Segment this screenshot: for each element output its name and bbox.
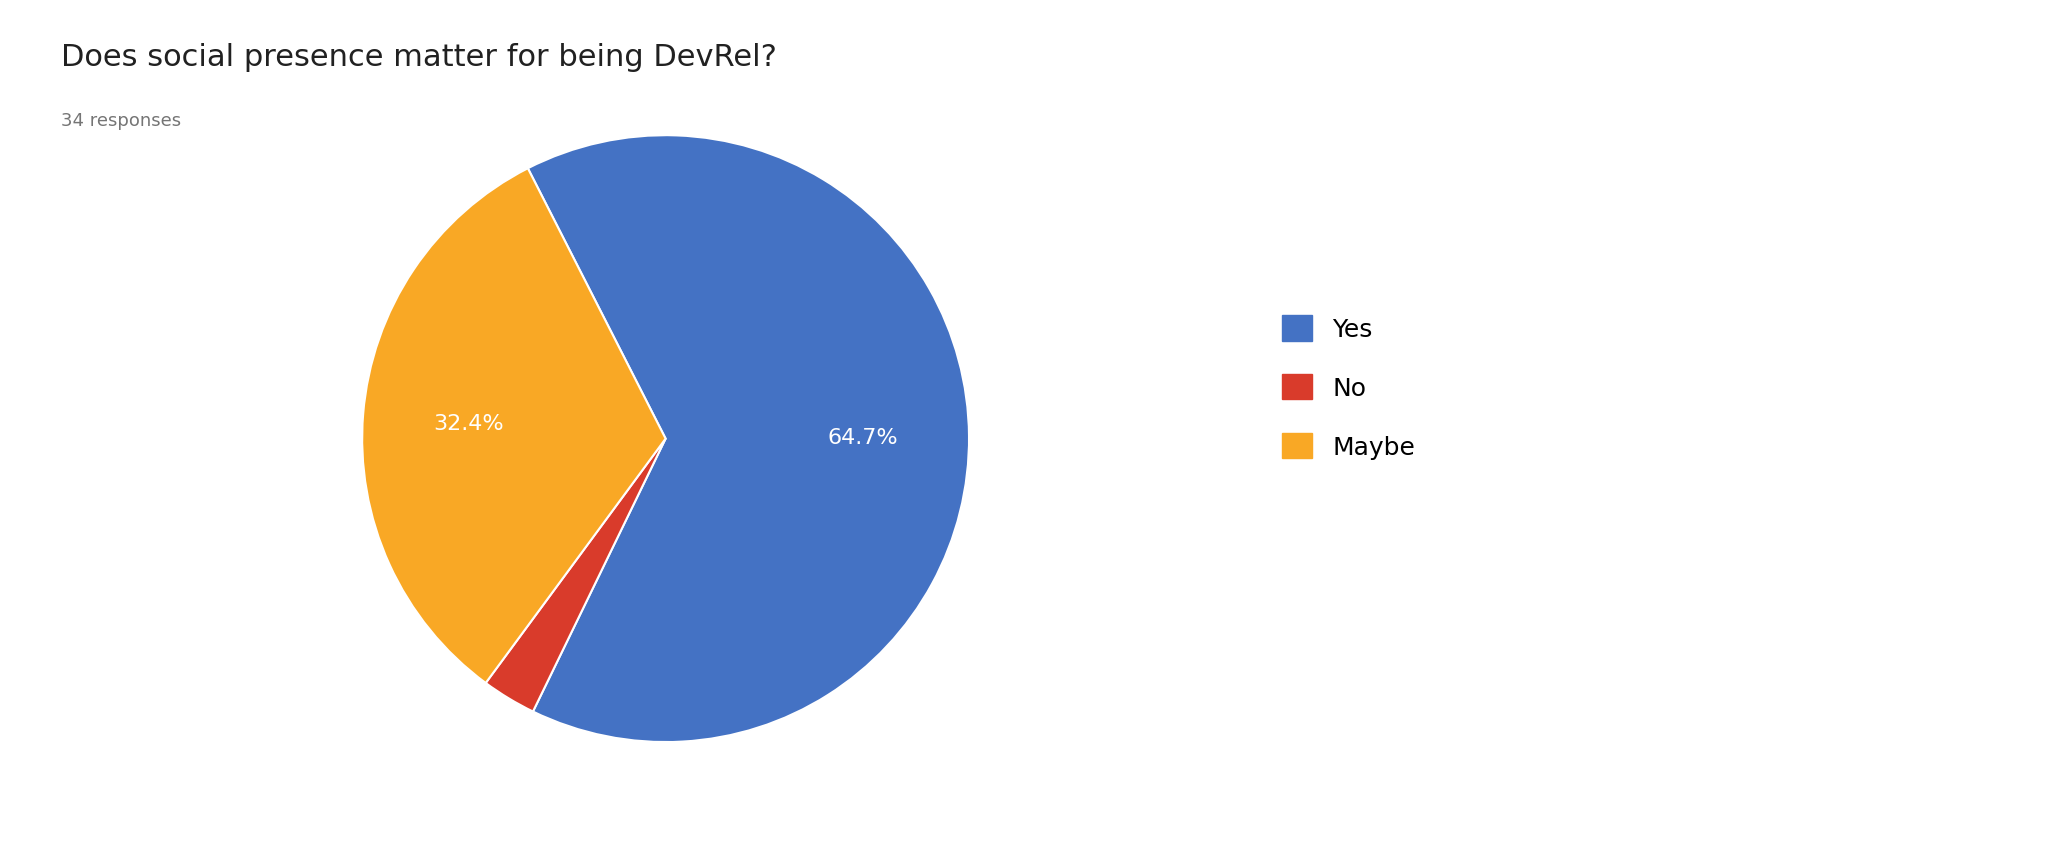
Wedge shape <box>485 439 666 712</box>
Text: 64.7%: 64.7% <box>827 427 899 447</box>
Text: 34 responses: 34 responses <box>61 112 182 130</box>
Text: 32.4%: 32.4% <box>434 413 504 433</box>
Wedge shape <box>362 169 666 683</box>
Legend: Yes, No, Maybe: Yes, No, Maybe <box>1282 316 1415 459</box>
Text: Does social presence matter for being DevRel?: Does social presence matter for being De… <box>61 43 778 72</box>
Wedge shape <box>528 136 969 742</box>
